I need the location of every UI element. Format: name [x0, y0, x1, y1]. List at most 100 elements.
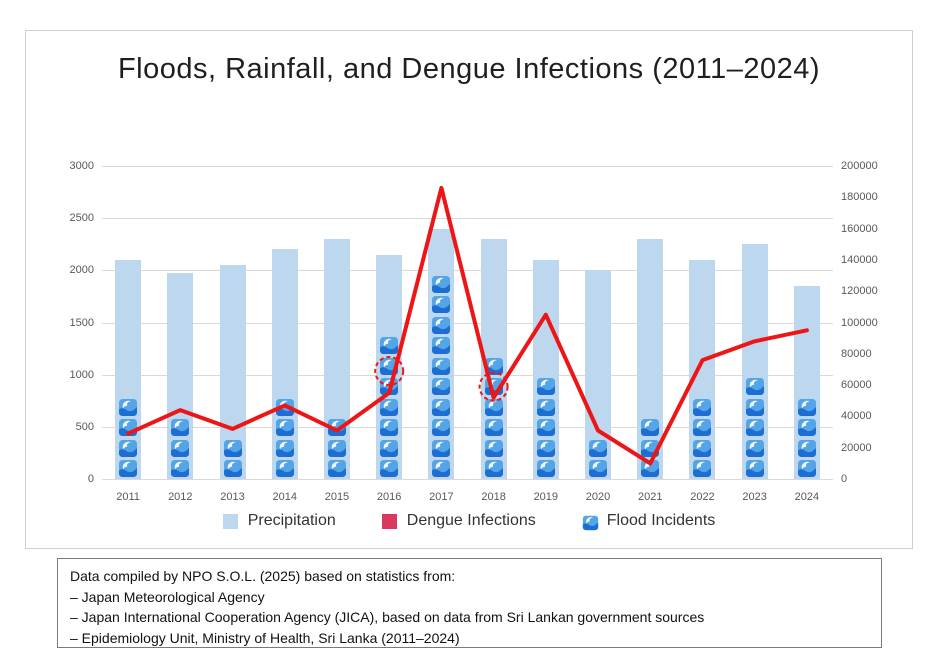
flood-wave-icon	[797, 438, 817, 463]
flood-wave-icon	[170, 417, 190, 442]
source-note-line: Data compiled by NPO S.O.L. (2025) based…	[70, 568, 456, 584]
flood-wave-icon	[118, 438, 138, 463]
flood-wave-icon	[484, 397, 504, 422]
source-note-line: – Japan Meteorological Agency	[70, 588, 265, 605]
flood-wave-icon	[536, 376, 556, 401]
flood-wave-icon	[797, 458, 817, 483]
flood-wave-icon	[536, 397, 556, 422]
year-label: 2020	[585, 491, 611, 503]
flood-wave-icon	[692, 438, 712, 463]
chart-card: Floods, Rainfall, and Dengue Infections …	[25, 30, 913, 549]
left-axis-tick-label: 500	[75, 420, 94, 433]
source-note-line: – Japan International Cooperation Agency…	[70, 609, 705, 625]
flood-wave-icon	[327, 458, 347, 483]
flood-wave-icon	[431, 397, 451, 422]
gridline	[102, 218, 833, 220]
flood-wave-icon	[640, 458, 660, 483]
right-axis-tick-label: 200000	[841, 160, 878, 172]
legend-label: Dengue Infections	[406, 512, 536, 529]
flood-wave-icon	[536, 458, 556, 483]
source-note-box: Data compiled by NPO S.O.L. (2025) based…	[57, 558, 882, 648]
flood-wave-icon	[692, 458, 712, 483]
year-label: 2024	[794, 491, 820, 503]
flood-wave-icon	[745, 438, 765, 463]
chart-legend: Precipitation Dengue Infections Flood In…	[26, 512, 912, 530]
flood-wave-icon	[536, 417, 556, 442]
right-axis-tick-label: 120000	[841, 285, 878, 298]
right-axis-tick-label: 100000	[841, 316, 878, 329]
year-label: 2015	[324, 491, 350, 503]
right-axis-tick-label: 0	[841, 473, 848, 485]
flood-wave-icon	[431, 417, 451, 442]
year-label: 2014	[272, 491, 297, 503]
year-label: 2022	[690, 491, 715, 503]
flood-wave-icon	[692, 397, 712, 422]
year-label: 2012	[168, 491, 193, 503]
flood-wave-icon	[797, 417, 817, 442]
flood-wave-icon	[275, 458, 295, 483]
dengue-swatch	[381, 513, 397, 529]
year-label: 2018	[481, 491, 506, 503]
flood-wave-icon	[745, 417, 765, 442]
right-axis-tick-label: 180000	[841, 191, 878, 204]
flood-dengue-annotation-circle	[374, 356, 405, 386]
year-label: 2017	[429, 491, 454, 503]
dengue-line-layer	[126, 185, 809, 466]
flood-wave-icon	[745, 397, 765, 422]
flood-wave-icon	[431, 376, 451, 401]
flood-wave-icon	[118, 458, 138, 483]
left-axis-tick-label: 1500	[69, 316, 94, 329]
precipitation-bar	[637, 239, 664, 479]
flood-wave-icon	[431, 356, 451, 381]
flood-wave-icon	[223, 438, 243, 463]
flood-wave-icon	[484, 438, 504, 463]
flood-wave-icon	[379, 397, 399, 422]
gridline	[102, 426, 833, 428]
gridline	[102, 270, 833, 272]
source-note-line: – Epidemiology Unit, Ministry of Health,…	[70, 629, 460, 646]
plot-area: 0 500 1000 1500 2000 2500 3000 0 20000 40000 60000…	[70, 160, 878, 503]
flood-wave-icon	[431, 274, 451, 299]
year-label: 2013	[220, 491, 245, 503]
left-axis-tick-label: 3000	[69, 160, 94, 172]
flood-wave-icon	[484, 417, 504, 442]
year-label: 2019	[533, 491, 559, 503]
dengue-line	[126, 185, 809, 466]
flood-wave-icon	[379, 417, 399, 442]
flood-wave-icon	[327, 438, 347, 463]
flood-wave-icon	[275, 417, 295, 442]
legend-item-flood: Flood Incidents	[582, 512, 716, 530]
year-label: 2011	[116, 491, 140, 503]
wave-icon	[582, 514, 598, 530]
flood-wave-icon	[431, 335, 451, 360]
right-axis-tick-label: 20000	[841, 441, 872, 454]
year-label: 2016	[376, 491, 402, 503]
left-axis-tick-label: 1000	[69, 368, 94, 381]
flood-wave-icon	[431, 438, 451, 463]
flood-wave-icon	[640, 417, 660, 442]
gridline	[102, 166, 833, 167]
right-axis-tick-label: 160000	[841, 222, 878, 235]
flood-wave-icon	[275, 438, 295, 463]
legend-item-precipitation: Precipitation	[222, 512, 336, 530]
flood-wave-icon	[431, 294, 451, 319]
legend-label: Flood Incidents	[606, 512, 716, 529]
chart-title: Floods, Rainfall, and Dengue Infections …	[117, 53, 821, 85]
right-axis-tick-label: 140000	[841, 253, 878, 266]
flood-wave-icon	[588, 438, 608, 463]
right-axis-tick-label: 80000	[841, 347, 872, 360]
precipitation-bar	[323, 239, 350, 479]
flood-wave-icon	[745, 458, 765, 483]
right-axis-tick-label: 60000	[841, 379, 872, 392]
flood-wave-icon	[379, 335, 399, 360]
flood-dengue-annotation-circle	[478, 371, 509, 402]
right-axis-tick-label: 40000	[841, 410, 872, 423]
legend-label: Precipitation	[247, 512, 336, 529]
flood-wave-icon	[692, 417, 712, 442]
left-axis-tick-label: 2500	[69, 212, 94, 225]
flood-wave-icon	[431, 458, 451, 483]
flood-wave-icon	[379, 458, 399, 483]
year-label: 2023	[742, 491, 767, 503]
gridline	[102, 479, 833, 480]
